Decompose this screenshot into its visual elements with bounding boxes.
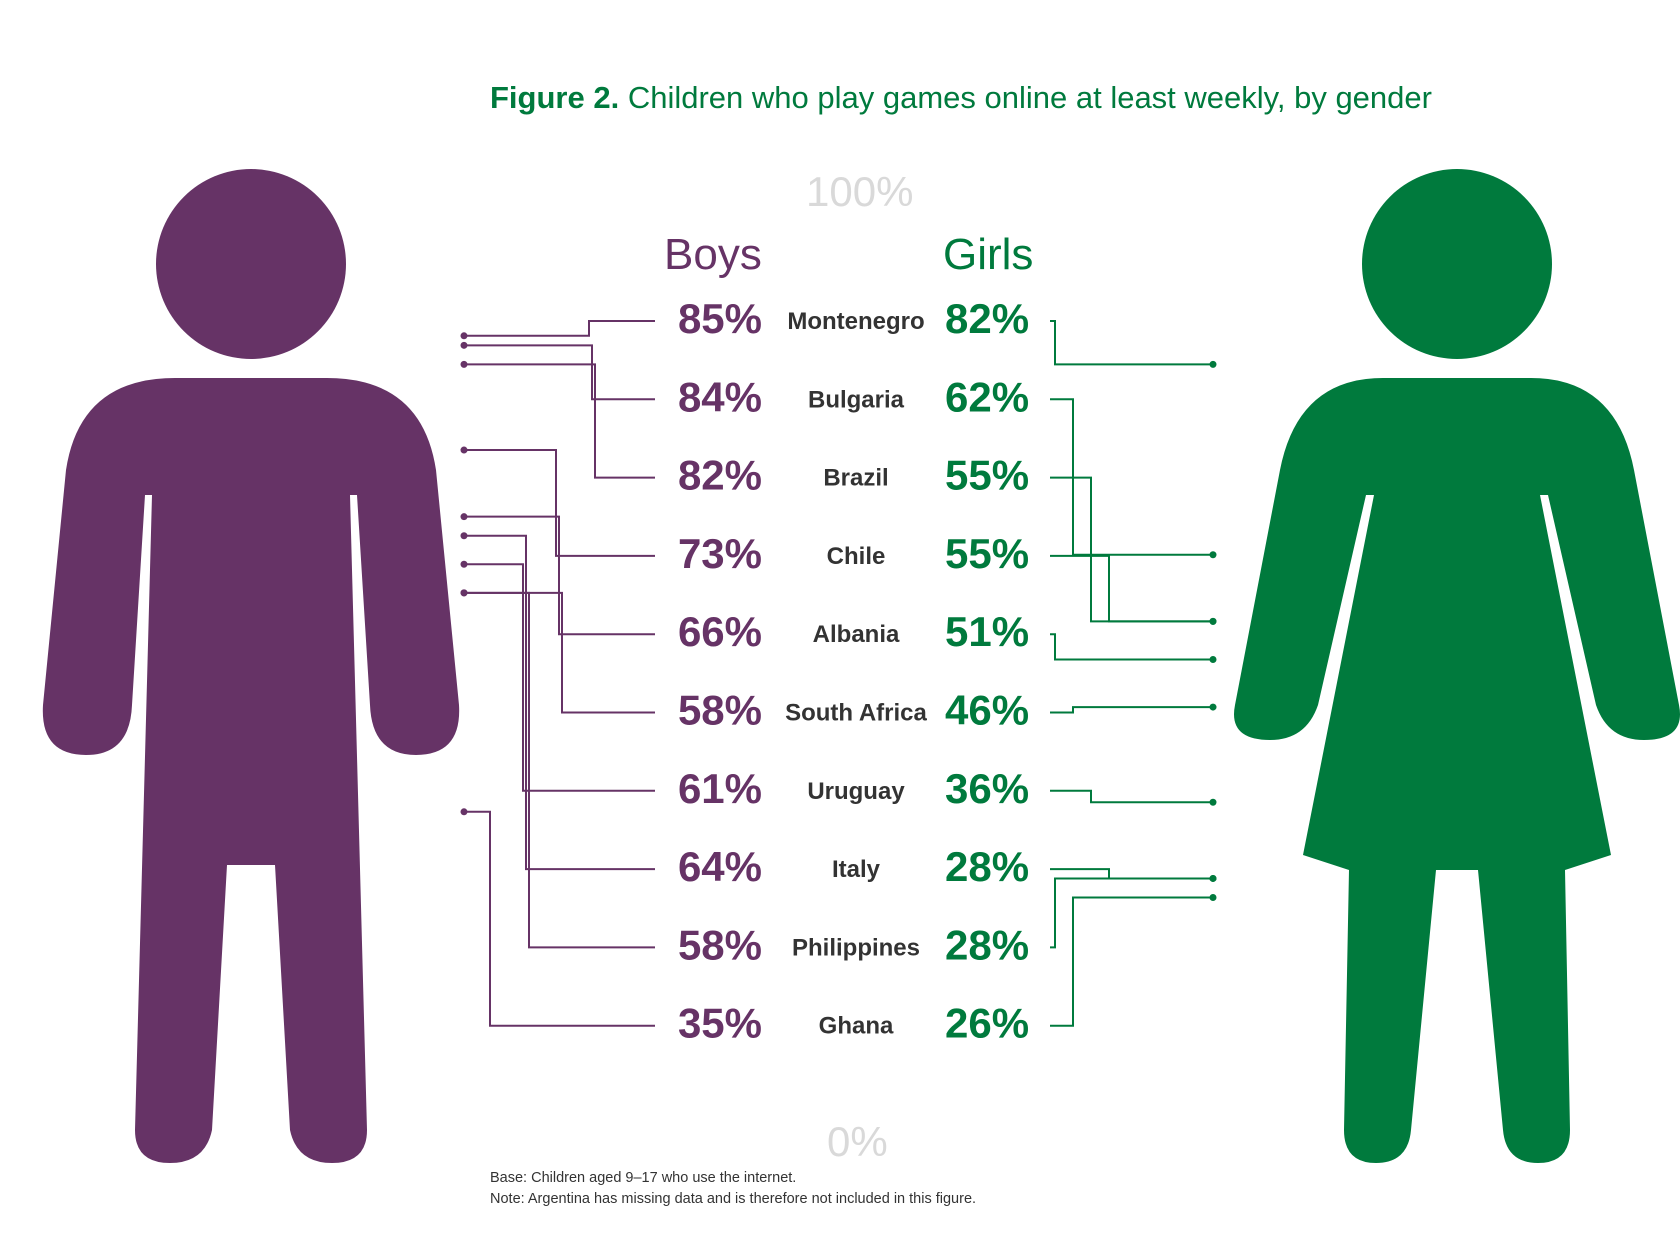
girls-point-philippines — [1209, 874, 1217, 882]
girls-point-south-africa — [1209, 703, 1217, 711]
girls-value-label-uruguay: 36% — [945, 765, 1029, 812]
girls-point-chile — [1209, 617, 1217, 625]
boys-value-label-south-africa: 58% — [678, 687, 762, 734]
boys-point-bulgaria — [460, 341, 468, 349]
boys-point-montenegro — [460, 332, 468, 340]
girls-value-label-albania: 51% — [945, 608, 1029, 655]
boys-point-italy — [460, 532, 468, 540]
girls-value-label-philippines: 28% — [945, 921, 1029, 968]
country-label-ghana: Ghana — [819, 1013, 894, 1040]
chart-title: Figure 2. Children who play games online… — [490, 80, 1432, 116]
boys-connector-brazil — [464, 363, 655, 479]
boys-point-chile — [460, 446, 468, 454]
boys-value-label-chile: 73% — [678, 530, 762, 577]
base-note: Base: Children aged 9–17 who use the int… — [490, 1170, 797, 1186]
argentina-note: Note: Argentina has missing data and is … — [490, 1191, 977, 1207]
boys-value-label-philippines: 58% — [678, 921, 762, 968]
boys-value-label-uruguay: 61% — [678, 765, 762, 812]
girls-value-label-italy: 28% — [945, 843, 1029, 890]
girls-point-ghana — [1209, 893, 1217, 901]
girls-value-label-ghana: 26% — [945, 1000, 1029, 1047]
boys-point-albania — [460, 513, 468, 521]
country-label-south-africa: South Africa — [785, 700, 927, 727]
boys-header: Boys — [664, 230, 762, 279]
girls-connector-lines — [1050, 320, 1217, 1027]
country-label-philippines: Philippines — [792, 934, 920, 961]
girls-header: Girls — [943, 230, 1034, 279]
girls-point-montenegro — [1209, 360, 1217, 368]
boys-connector-italy — [464, 534, 655, 871]
country-label-italy: Italy — [832, 856, 881, 883]
girls-connector-ghana — [1050, 896, 1213, 1027]
boys-value-label-brazil: 82% — [678, 452, 762, 499]
girls-connector-italy — [1050, 868, 1213, 880]
male-figure-icon — [42, 169, 460, 1163]
footnotes: Base: Children aged 9–17 who use the int… — [490, 1168, 976, 1210]
boys-connector-ghana — [464, 810, 655, 1027]
girls-value-label-chile: 55% — [945, 530, 1029, 577]
country-label-brazil: Brazil — [823, 465, 888, 492]
figure-number: Figure 2. — [490, 80, 620, 115]
boys-value-label-italy: 64% — [678, 843, 762, 890]
boys-connector-philippines — [464, 591, 655, 949]
girls-point-albania — [1209, 655, 1217, 663]
girls-connector-uruguay — [1050, 789, 1213, 804]
figure-caption: Children who play games online at least … — [619, 80, 1432, 115]
boys-point-philippines — [460, 589, 468, 597]
boys-point-brazil — [460, 360, 468, 368]
country-label-albania: Albania — [813, 621, 900, 648]
female-figure-icon — [1234, 169, 1680, 1163]
country-label-uruguay: Uruguay — [807, 778, 905, 805]
boys-connector-bulgaria — [464, 344, 655, 401]
boys-value-label-bulgaria: 84% — [678, 373, 762, 420]
country-label-chile: Chile — [827, 543, 886, 570]
boys-value-label-albania: 66% — [678, 608, 762, 655]
boys-connector-albania — [464, 515, 655, 636]
boys-connector-lines — [460, 320, 655, 1027]
girls-value-label-montenegro: 82% — [945, 295, 1029, 342]
girls-point-uruguay — [1209, 798, 1217, 806]
girls-value-label-south-africa: 46% — [945, 687, 1029, 734]
boys-point-ghana — [460, 808, 468, 816]
girls-connector-montenegro — [1050, 320, 1213, 366]
scale-top-label: 100% — [806, 168, 914, 215]
boys-point-uruguay — [460, 560, 468, 568]
girls-connector-philippines — [1050, 877, 1213, 949]
boys-connector-chile — [464, 449, 655, 557]
girls-connector-brazil — [1050, 476, 1213, 623]
girls-value-label-bulgaria: 62% — [945, 373, 1029, 420]
country-label-montenegro: Montenegro — [787, 308, 924, 335]
boys-connector-montenegro — [464, 320, 655, 337]
scale-bottom-label: 0% — [827, 1118, 888, 1165]
girls-connector-south-africa — [1050, 706, 1213, 714]
country-label-bulgaria: Bulgaria — [808, 386, 905, 413]
girls-connector-chile — [1050, 554, 1213, 623]
country-rows: 85% Montenegro 82% 84% Bulgaria 62% 82% Brazil 5… — [678, 295, 1029, 1047]
boys-connector-uruguay — [464, 563, 655, 792]
girls-connector-albania — [1050, 633, 1213, 661]
girls-value-label-brazil: 55% — [945, 452, 1029, 499]
boys-value-label-montenegro: 85% — [678, 295, 762, 342]
girls-point-bulgaria — [1209, 551, 1217, 559]
boys-value-label-ghana: 35% — [678, 1000, 762, 1047]
